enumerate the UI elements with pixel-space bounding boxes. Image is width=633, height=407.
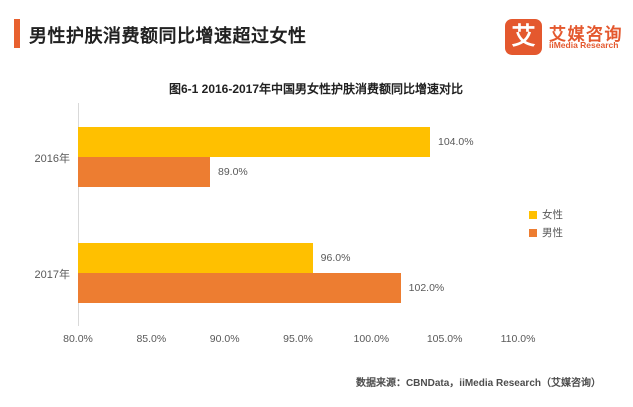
bar-男性-2016年 xyxy=(78,157,210,187)
y-axis-line xyxy=(78,103,79,326)
bar-男性-2017年 xyxy=(78,273,401,303)
x-axis-tick-label: 110.0% xyxy=(500,333,536,345)
header-accent-bar xyxy=(14,19,20,48)
bar-女性-2016年 xyxy=(78,127,430,157)
legend-swatch-icon xyxy=(529,228,537,237)
x-axis-tick-label: 90.0% xyxy=(209,333,240,345)
legend-label: 男性 xyxy=(542,227,563,239)
bar-女性-2017年 xyxy=(78,243,313,273)
data-source-note: 数据来源：CBNData，iiMedia Research（艾媒咨询） xyxy=(355,378,601,389)
legend-item-女性: 女性 xyxy=(529,208,563,221)
legend-label: 女性 xyxy=(542,209,563,221)
x-axis-tick-label: 85.0% xyxy=(136,333,167,345)
logo-brand-name: 艾媒咨询 xyxy=(549,25,623,44)
bar-value-label: 96.0% xyxy=(320,252,351,264)
chart-title: 图6-1 2016-2017年中国男女性护肤消费额同比增速对比 xyxy=(168,82,464,96)
page-title: 男性护肤消费额同比增速超过女性 xyxy=(29,26,307,46)
x-axis-tick-label: 105.0% xyxy=(426,333,463,345)
x-axis-tick-label: 80.0% xyxy=(63,333,93,345)
y-axis-category-label: 2017年 xyxy=(34,269,70,281)
x-axis-tick-label: 95.0% xyxy=(283,333,313,345)
iimedia-logo-icon: 艾 xyxy=(505,19,542,55)
y-axis-category-label: 2016年 xyxy=(34,153,70,165)
bar-value-label: 102.0% xyxy=(408,282,445,294)
logo-sub-brand: iiMedia Research xyxy=(549,40,619,50)
legend-swatch-icon xyxy=(529,210,537,219)
iimedia-logo: 艾 艾媒咨询 iiMedia Research xyxy=(505,18,630,58)
chart-legend: 女性 男性 xyxy=(529,208,563,244)
bar-value-label: 89.0% xyxy=(218,166,248,178)
x-axis-tick-label: 100.0% xyxy=(353,333,390,345)
legend-item-男性: 男性 xyxy=(529,226,563,239)
bar-value-label: 104.0% xyxy=(438,136,474,148)
